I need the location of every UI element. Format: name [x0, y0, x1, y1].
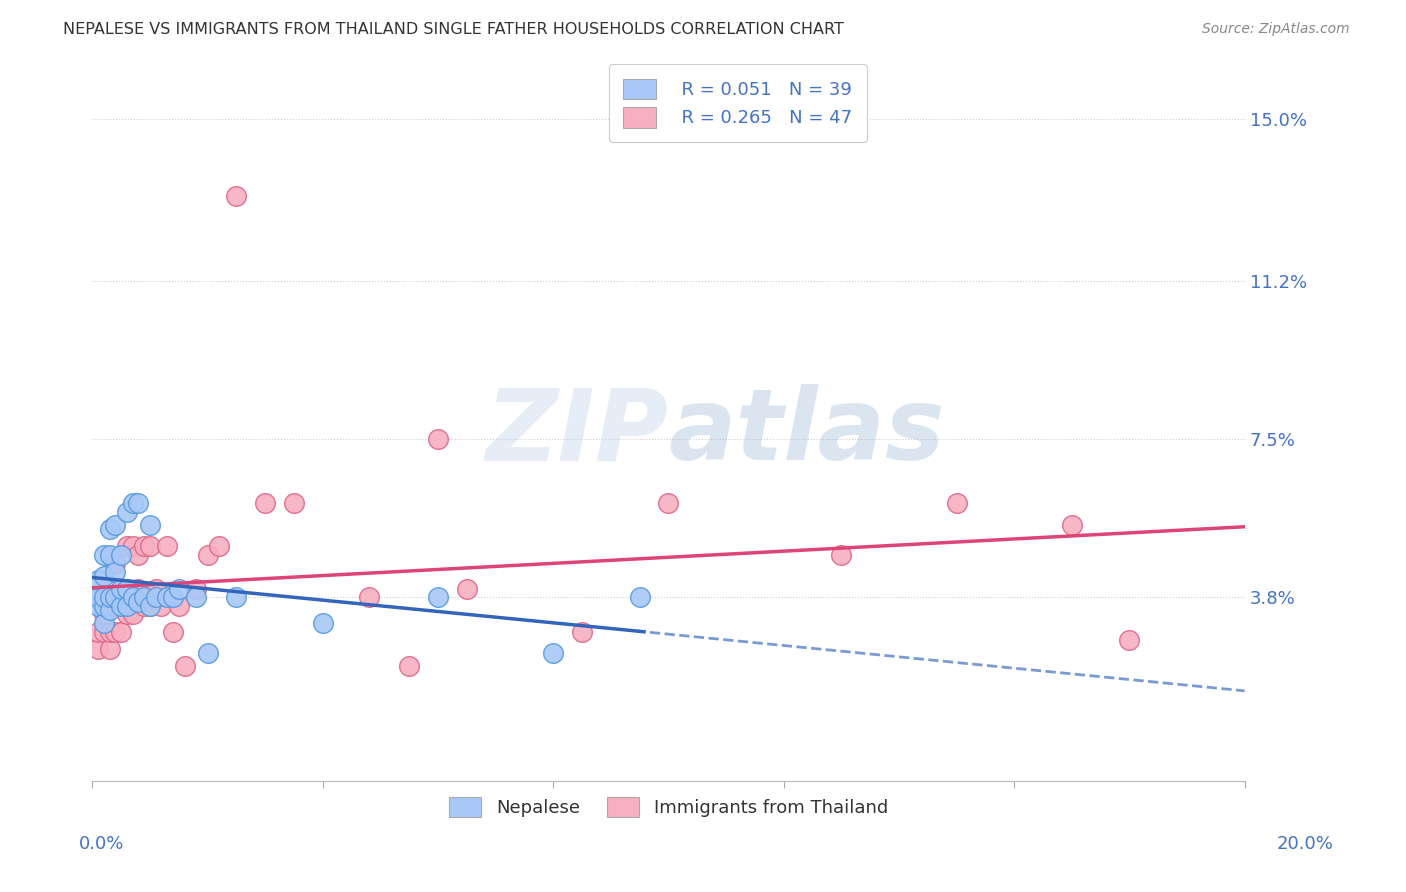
Point — [208, 539, 231, 553]
Point — [225, 591, 247, 605]
Point — [115, 582, 138, 596]
Point — [104, 556, 127, 570]
Point — [115, 539, 138, 553]
Point — [398, 658, 420, 673]
Point — [104, 599, 127, 613]
Point — [93, 599, 115, 613]
Text: 20.0%: 20.0% — [1277, 835, 1333, 853]
Point — [93, 615, 115, 630]
Point — [197, 646, 219, 660]
Point — [628, 591, 651, 605]
Text: atlas: atlas — [668, 384, 945, 481]
Point — [115, 505, 138, 519]
Point — [98, 641, 121, 656]
Point — [104, 517, 127, 532]
Point — [104, 591, 127, 605]
Point — [139, 517, 162, 532]
Point — [945, 496, 967, 510]
Point — [1118, 633, 1140, 648]
Point — [121, 591, 143, 605]
Point — [121, 607, 143, 622]
Point — [98, 591, 121, 605]
Legend: Nepalese, Immigrants from Thailand: Nepalese, Immigrants from Thailand — [440, 788, 897, 826]
Point — [115, 607, 138, 622]
Point — [110, 599, 132, 613]
Text: 0.0%: 0.0% — [79, 835, 124, 853]
Point — [98, 599, 121, 613]
Point — [104, 624, 127, 639]
Point — [254, 496, 277, 510]
Point — [110, 624, 132, 639]
Point — [115, 599, 138, 613]
Point — [283, 496, 305, 510]
Point — [167, 582, 190, 596]
Point — [830, 548, 852, 562]
Point — [98, 624, 121, 639]
Point — [427, 591, 450, 605]
Point — [225, 189, 247, 203]
Point — [150, 599, 173, 613]
Point — [127, 548, 149, 562]
Point — [93, 624, 115, 639]
Point — [139, 599, 162, 613]
Point — [104, 565, 127, 579]
Point — [93, 591, 115, 605]
Point — [571, 624, 593, 639]
Point — [93, 548, 115, 562]
Point — [197, 548, 219, 562]
Point — [357, 591, 380, 605]
Point — [427, 433, 450, 447]
Point — [456, 582, 478, 596]
Point — [145, 582, 167, 596]
Point — [110, 548, 132, 562]
Point — [127, 595, 149, 609]
Text: ZIP: ZIP — [485, 384, 668, 481]
Point — [121, 496, 143, 510]
Point — [184, 591, 207, 605]
Point — [145, 591, 167, 605]
Point — [167, 599, 190, 613]
Point — [87, 574, 110, 588]
Point — [127, 496, 149, 510]
Point — [98, 591, 121, 605]
Point — [87, 591, 110, 605]
Point — [162, 624, 184, 639]
Text: NEPALESE VS IMMIGRANTS FROM THAILAND SINGLE FATHER HOUSEHOLDS CORRELATION CHART: NEPALESE VS IMMIGRANTS FROM THAILAND SIN… — [63, 22, 844, 37]
Point — [312, 615, 335, 630]
Point — [93, 569, 115, 583]
Point — [110, 582, 132, 596]
Point — [139, 599, 162, 613]
Point — [134, 599, 156, 613]
Point — [93, 599, 115, 613]
Point — [156, 539, 179, 553]
Point — [1060, 517, 1083, 532]
Point — [173, 658, 195, 673]
Point — [121, 539, 143, 553]
Point — [87, 599, 110, 613]
Point — [162, 591, 184, 605]
Point — [139, 539, 162, 553]
Text: Source: ZipAtlas.com: Source: ZipAtlas.com — [1202, 22, 1350, 37]
Point — [541, 646, 564, 660]
Point — [657, 496, 679, 510]
Point — [110, 582, 132, 596]
Point — [98, 522, 121, 536]
Point — [156, 591, 179, 605]
Point — [110, 599, 132, 613]
Point — [87, 624, 110, 639]
Point — [134, 539, 156, 553]
Point — [184, 582, 207, 596]
Point — [87, 641, 110, 656]
Point — [127, 582, 149, 596]
Point — [93, 607, 115, 622]
Point — [98, 548, 121, 562]
Point — [134, 591, 156, 605]
Point — [98, 603, 121, 617]
